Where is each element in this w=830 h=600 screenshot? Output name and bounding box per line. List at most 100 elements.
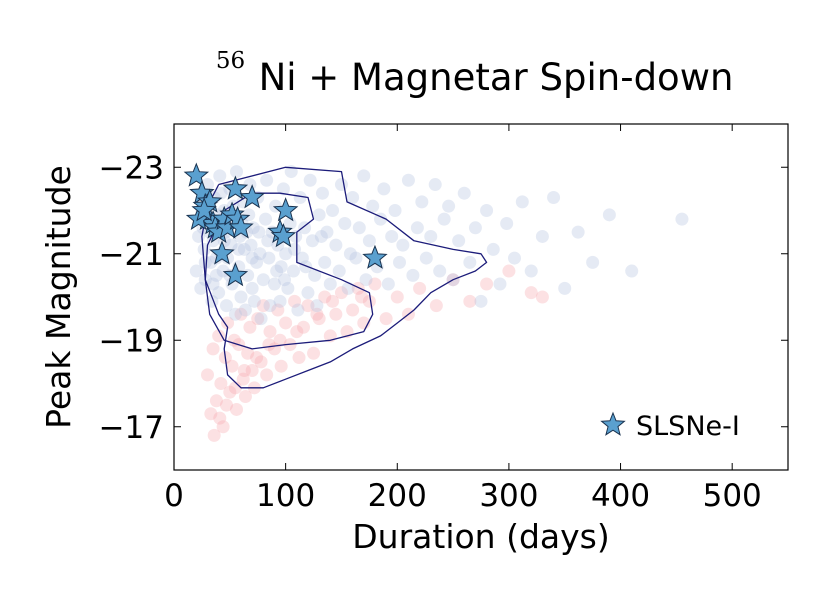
blue-cloud-point-56 [279,247,293,261]
red-cloud-point-50 [413,281,427,295]
blue-cloud-point-112 [468,221,482,235]
blue-cloud-point-30 [234,290,248,304]
blue-cloud-point-66 [301,286,315,300]
slsne-star-19 [272,197,299,222]
blue-cloud-point-87 [359,273,373,287]
blue-cloud-point-96 [393,255,407,269]
title-main: Ni + Magnetar Spin-down [259,56,734,99]
red-cloud-point-48 [390,290,404,304]
blue-cloud-point-100 [410,221,424,235]
blue-cloud-point-36 [243,178,257,192]
red-cloud-point-31 [288,294,302,308]
red-cloud-point-69 [355,290,369,304]
red-cloud-point-25 [263,325,277,339]
x-tick-label-3: 300 [479,478,538,514]
red-cloud-point-2 [206,342,220,356]
blue-cloud-point-40 [250,255,264,269]
red-cloud-point-56 [524,286,538,300]
blue-cloud-point-88 [362,234,376,248]
blue-cloud-point-86 [357,169,371,183]
plot-frame [173,123,789,471]
red-cloud-point-4 [212,329,226,343]
slsne-star-12 [222,175,249,200]
blue-cloud-point-125 [586,255,600,269]
blue-cloud-point-136 [198,255,212,269]
red-cloud-point-54 [480,277,494,291]
red-cloud-point-14 [234,307,248,321]
star-layer [183,162,388,287]
blue-cloud-point-74 [320,225,334,239]
legend-star-marker [600,411,626,436]
blue-cloud-point-145 [270,264,284,278]
blue-cloud-point-131 [232,242,246,256]
red-cloud-point-55 [502,264,516,278]
contour-outer [201,166,488,389]
blue-cloud-point-122 [547,191,561,205]
red-cloud-point-60 [219,398,233,412]
blue-cloud-point-138 [206,277,220,291]
y-tick-label-0: −23 [99,150,164,186]
red-cloud-point-59 [213,411,227,425]
blue-cloud-point-70 [310,299,324,313]
legend-label-slsne: SLSNe-I [636,411,740,442]
blue-cloud-point-15 [213,169,227,183]
contour-inner [204,192,374,350]
blue-cloud-point-50 [267,277,281,291]
slsne-star-15 [222,262,249,287]
blue-cloud-point-79 [334,178,348,192]
red-cloud-point-34 [301,299,315,313]
red-cloud-point-22 [254,355,268,369]
red-cloud-point-61 [228,381,242,395]
blue-cloud-point-45 [259,212,273,226]
blue-cloud-point-39 [247,294,261,308]
red-cloud-point-10 [225,359,239,373]
blue-cloud-point-99 [406,268,420,282]
x-axis-label: Duration (days) [352,517,609,556]
red-cloud-point-28 [274,359,288,373]
blue-cloud-point-95 [388,204,402,217]
x-tick-label-2: 200 [368,478,427,514]
blue-cloud-point-147 [288,242,302,256]
x-tick-label-4: 400 [591,478,650,514]
blue-cloud-point-144 [261,234,275,248]
title-superscript: 56 [216,48,245,74]
blue-cloud-point-123 [558,281,572,295]
slsne-star-0 [183,162,210,187]
red-cloud-point-63 [250,351,264,365]
legend: SLSNe-I [600,411,740,442]
blue-cloud-point-63 [293,191,307,205]
blue-cloud-point-83 [346,191,360,205]
blue-cloud-point-146 [278,273,292,287]
blue-cloud-point-116 [493,277,507,291]
slsne-star-8 [209,240,235,265]
blue-cloud-point-89 [366,199,380,213]
x-tick-label-1: 100 [256,478,315,514]
y-tick-label-1: −21 [99,237,164,273]
blue-cloud-point-115 [486,242,500,256]
blue-cloud-point-23 [224,238,238,252]
red-cloud-point-64 [262,338,276,352]
blue-cloud-point-149 [314,229,328,243]
legend-star-icon [600,411,626,436]
contour-layer [201,166,488,389]
red-cloud-point-8 [221,316,235,330]
blue-cloud-point-98 [401,173,415,187]
red-cloud-point-67 [310,307,324,321]
blue-cloud-point-60 [286,264,300,278]
blue-cloud-point-20 [219,299,233,313]
red-cloud-point-32 [292,351,306,365]
red-cloud-point-18 [243,320,257,334]
red-cloud-point-1 [204,407,218,421]
blue-cloud-point-104 [428,178,442,192]
blue-cloud-point-107 [442,199,456,213]
slsne-star-22 [191,197,217,222]
blue-cloud-point-118 [507,251,521,265]
red-cloud-point-53 [463,294,477,308]
blue-cloud-point-148 [299,260,313,274]
red-cloud-point-47 [379,312,393,326]
red-cloud-point-40 [334,286,348,300]
blue-cloud-point-120 [524,264,538,278]
blue-cloud-point-2 [194,281,208,295]
blue-cloud-point-114 [480,204,494,217]
